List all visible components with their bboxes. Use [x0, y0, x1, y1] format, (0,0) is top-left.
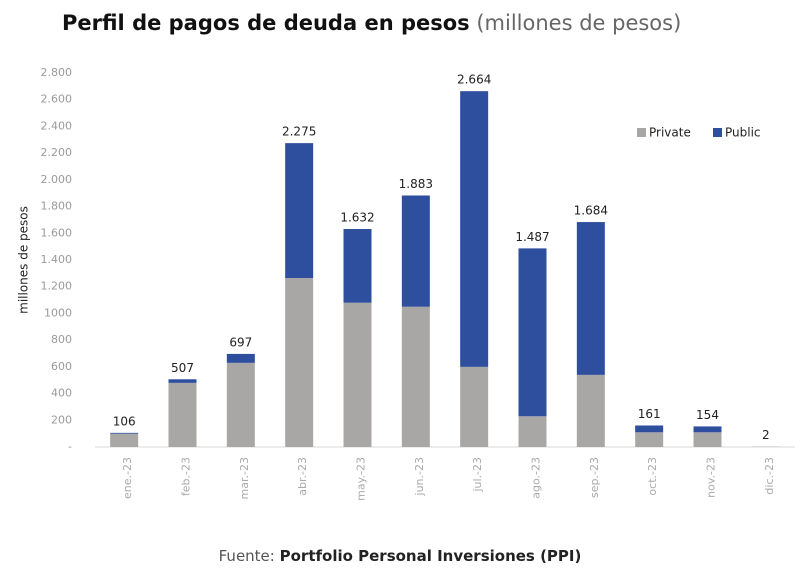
- total-label: 1.684: [574, 204, 608, 218]
- source: Fuente: Portfolio Personal Inversiones (…: [219, 547, 582, 565]
- total-label: 507: [171, 361, 194, 375]
- bar-segment: [518, 416, 547, 447]
- legend-swatch: [637, 128, 646, 137]
- x-tick-label: abr.-23: [296, 457, 309, 496]
- x-tick-label: may.-23: [355, 457, 368, 501]
- bar-segment: [635, 425, 664, 433]
- y-tick-label: 1.600: [41, 226, 73, 239]
- bar-segment: [343, 229, 372, 303]
- total-label: 697: [229, 335, 252, 349]
- source-text: Portfolio Personal Inversiones (PPI): [280, 547, 582, 565]
- bar-segment: [576, 374, 605, 447]
- bar-segment: [168, 382, 197, 447]
- source-label: Fuente:: [219, 547, 275, 565]
- y-tick-label: 400: [51, 387, 72, 400]
- x-tick-label: mar.-23: [238, 457, 251, 499]
- y-tick-label: 200: [51, 413, 72, 426]
- x-tick-label: sep.-23: [588, 457, 601, 498]
- bar-segment: [635, 432, 664, 447]
- legend-label: Private: [649, 126, 691, 140]
- bar-segment: [460, 366, 489, 447]
- y-tick-label: 1.400: [41, 253, 73, 266]
- total-label: 161: [638, 407, 661, 421]
- y-tick-label: 600: [51, 360, 72, 373]
- total-label: 2.664: [457, 73, 491, 87]
- bar-segment: [576, 222, 605, 375]
- total-label: 1.632: [340, 211, 374, 225]
- legend-label: Public: [725, 126, 761, 140]
- bar-segment: [226, 362, 255, 447]
- bar-segment: [285, 143, 314, 279]
- x-tick-label: jun.-23: [413, 457, 426, 496]
- y-tick-label: 2.000: [41, 173, 73, 186]
- y-tick-label: 2.400: [41, 119, 73, 132]
- bar-segment: [460, 91, 489, 367]
- x-tick-label: oct.-23: [646, 457, 659, 496]
- bar-segment: [693, 432, 722, 447]
- x-tick-label: feb.-23: [180, 457, 193, 496]
- bar-segment: [110, 433, 139, 447]
- y-tick-label: 1.800: [41, 200, 73, 213]
- total-label: 154: [696, 408, 719, 422]
- y-tick-label: 2.600: [41, 93, 73, 106]
- bar-segment: [343, 302, 372, 447]
- y-tick-label: 800: [51, 333, 72, 346]
- bar-segment: [110, 432, 139, 434]
- chart-title: Perfil de pagos de deuda en pesos (millo…: [62, 11, 681, 35]
- total-label: 2.275: [282, 125, 316, 139]
- subtitle: (millones de pesos): [476, 11, 681, 35]
- bar-segment: [401, 195, 430, 307]
- y-tick-label: 1000: [44, 306, 72, 319]
- total-label: 1.487: [515, 230, 549, 244]
- legend-swatch: [713, 128, 722, 137]
- bar-segment: [401, 306, 430, 447]
- x-tick-label: jul.-23: [471, 457, 484, 493]
- x-tick-label: nov.-23: [705, 457, 718, 498]
- y-tick-label: -: [68, 440, 72, 453]
- y-tick-label: 1.200: [41, 280, 73, 293]
- total-label: 1.883: [399, 177, 433, 191]
- title: Perfil de pagos de deuda en pesos: [62, 11, 470, 35]
- y-tick-label: 2.200: [41, 146, 73, 159]
- total-label: 2: [762, 428, 770, 442]
- bar-segment: [168, 379, 197, 383]
- x-tick-label: ene.-23: [121, 457, 134, 499]
- x-tick-label: dic.-23: [763, 457, 776, 495]
- bar-segment: [693, 426, 722, 433]
- x-tick-label: ago.-23: [530, 457, 543, 499]
- total-label: 106: [113, 414, 136, 428]
- y-axis-label: millones de pesos: [17, 206, 31, 314]
- bar-segment: [226, 353, 255, 363]
- bar-segment: [518, 248, 547, 417]
- y-tick-label: 2.800: [41, 66, 73, 79]
- bar-segment: [285, 278, 314, 447]
